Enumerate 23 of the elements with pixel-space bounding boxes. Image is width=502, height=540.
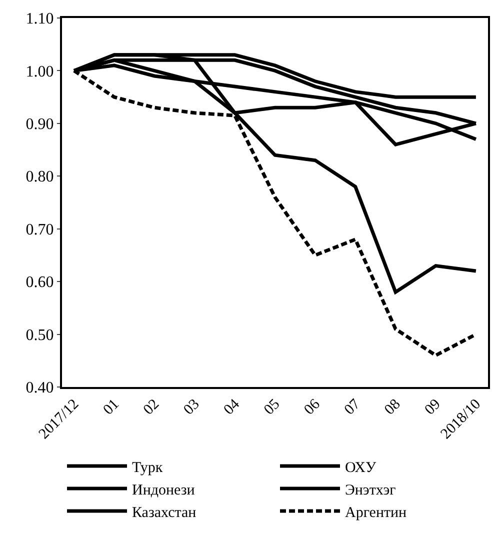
x-tick-label: 01 bbox=[100, 396, 122, 418]
y-tick-label: 0.40 bbox=[26, 380, 54, 397]
x-tick-label: 04 bbox=[221, 396, 244, 418]
x-tick-label: 08 bbox=[382, 396, 404, 418]
legend-label: Аргентин bbox=[345, 504, 407, 521]
y-tick-label: 0.70 bbox=[26, 221, 54, 238]
legend-label: ОХУ bbox=[345, 460, 376, 476]
legend-label: Энэтхэг bbox=[345, 482, 396, 498]
y-tick-label: 1.00 bbox=[26, 63, 54, 80]
x-tick-label: 09 bbox=[422, 396, 444, 418]
legend-label: Турк bbox=[132, 460, 164, 476]
y-tick-label: 0.60 bbox=[26, 274, 54, 292]
x-tick-label: 07 bbox=[342, 396, 364, 418]
legend-label: Казахстан bbox=[132, 504, 196, 521]
y-tick-label: 1.10 bbox=[26, 10, 54, 28]
x-tick-label: 03 bbox=[180, 396, 203, 418]
legend-label: Индонези bbox=[132, 482, 195, 498]
y-tick-label: 0.50 bbox=[26, 326, 54, 344]
x-tick-label: 02 bbox=[140, 396, 163, 418]
y-tick-label: 0.90 bbox=[26, 116, 54, 134]
x-tick-label: 05 bbox=[261, 396, 284, 418]
x-tick-label: 06 bbox=[301, 396, 324, 418]
y-tick-label: 0.80 bbox=[26, 168, 54, 186]
